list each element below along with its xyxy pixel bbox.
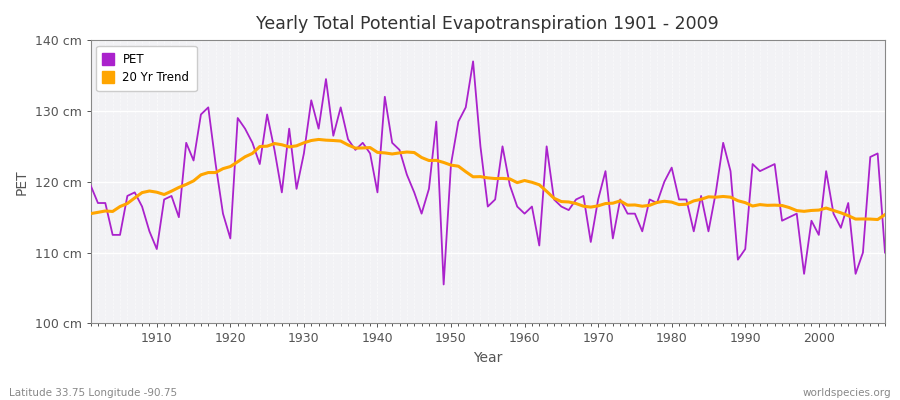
X-axis label: Year: Year <box>473 351 502 365</box>
Title: Yearly Total Potential Evapotranspiration 1901 - 2009: Yearly Total Potential Evapotranspiratio… <box>256 15 719 33</box>
Legend: PET, 20 Yr Trend: PET, 20 Yr Trend <box>96 46 196 91</box>
Y-axis label: PET: PET <box>15 169 29 194</box>
Text: Latitude 33.75 Longitude -90.75: Latitude 33.75 Longitude -90.75 <box>9 388 177 398</box>
Text: worldspecies.org: worldspecies.org <box>803 388 891 398</box>
